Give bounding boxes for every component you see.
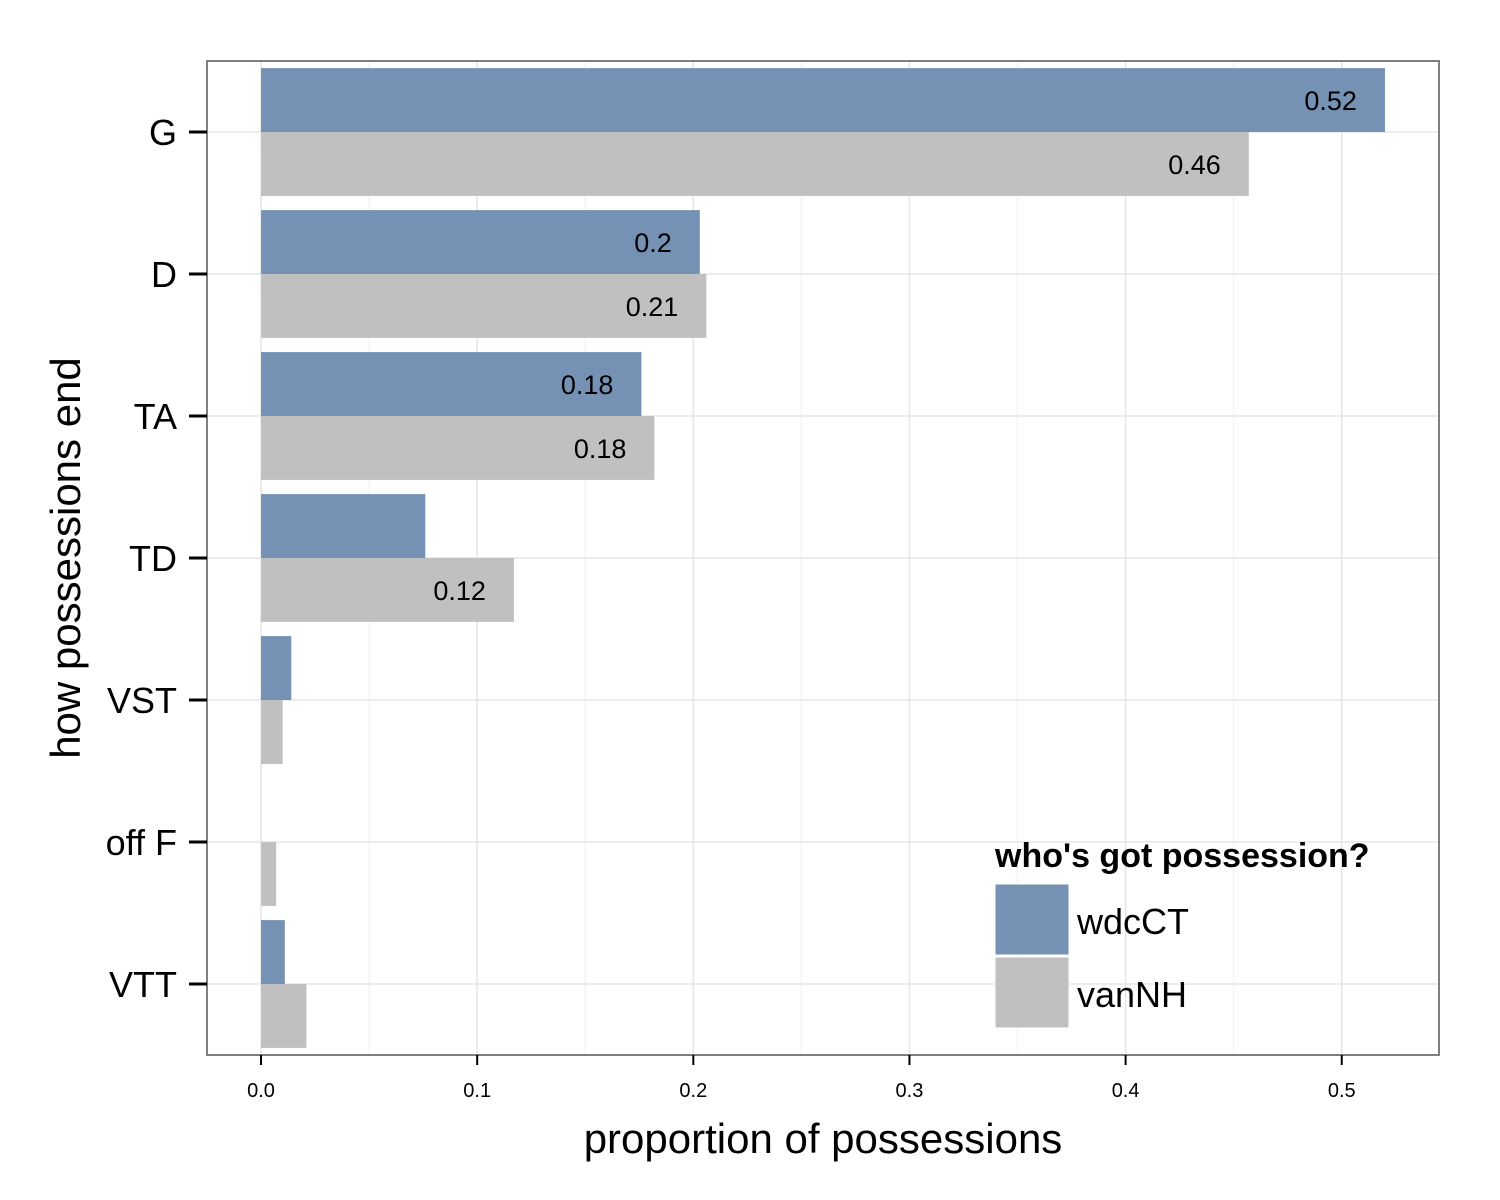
legend-title: who's got possession?	[994, 837, 1370, 875]
legend: who's got possession? wdcCT vanNH	[994, 837, 1370, 1029]
x-axis: 0.0 0.1 0.2 0.3 0.4 0.5	[247, 1055, 1356, 1102]
x-tick-label: 0.0	[247, 1080, 275, 1102]
y-axis-title: how possessions end	[42, 357, 89, 759]
data-labels: 0.52 0.46 0.2 0.21 0.18 0.18 0.12	[433, 86, 1357, 606]
data-label: 0.21	[626, 292, 679, 322]
bar-wdcCT-VST	[261, 636, 292, 700]
x-tick-label: 0.4	[1112, 1080, 1140, 1102]
y-tick-label: G	[149, 112, 177, 153]
bar-wdcCT-TD	[261, 494, 426, 558]
y-tick-label: TA	[134, 396, 177, 437]
bars	[261, 68, 1385, 1048]
data-label: 0.46	[1168, 150, 1221, 180]
bar-vanNH-off-F	[261, 842, 277, 906]
legend-key-wdcCT	[994, 883, 1070, 956]
data-label: 0.2	[634, 228, 672, 258]
bar-vanNH-TD	[261, 558, 514, 622]
bar-wdcCT-D	[261, 210, 700, 274]
bar-vanNH-VST	[261, 700, 283, 764]
y-tick-label: off F	[106, 822, 177, 863]
x-tick-label: 0.5	[1328, 1080, 1356, 1102]
bar-vanNH-G	[261, 132, 1249, 196]
bar-wdcCT-G	[261, 68, 1385, 132]
legend-key-vanNH	[994, 956, 1070, 1029]
y-axis: G D TA TD VST off F VTT	[106, 112, 207, 1005]
data-label: 0.52	[1304, 86, 1357, 116]
x-tick-label: 0.3	[896, 1080, 924, 1102]
y-tick-label: VST	[107, 680, 177, 721]
bar-vanNH-TA	[261, 416, 655, 480]
data-label: 0.18	[574, 434, 627, 464]
x-tick-label: 0.1	[463, 1080, 491, 1102]
bar-vanNH-VTT	[261, 984, 307, 1048]
legend-label-wdcCT: wdcCT	[1076, 901, 1189, 942]
bar-wdcCT-TA	[261, 352, 642, 416]
bar-vanNH-D	[261, 274, 707, 338]
bar-wdcCT-VTT	[261, 920, 285, 984]
legend-label-vanNH: vanNH	[1077, 974, 1187, 1015]
x-tick-label: 0.2	[679, 1080, 707, 1102]
y-tick-label: D	[151, 254, 177, 295]
x-axis-title: proportion of possessions	[584, 1115, 1063, 1162]
y-tick-label: VTT	[109, 964, 177, 1005]
data-label: 0.18	[561, 370, 614, 400]
data-label: 0.12	[433, 576, 486, 606]
y-tick-label: TD	[129, 538, 177, 579]
